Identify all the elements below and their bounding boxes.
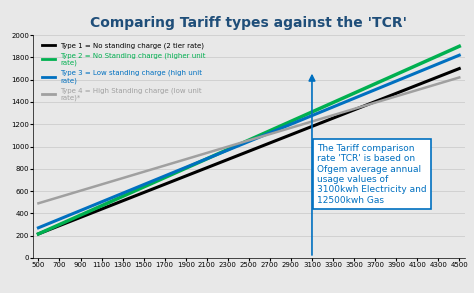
Text: The Tariff comparison
rate 'TCR' is based on
Ofgem average annual
usage values o: The Tariff comparison rate 'TCR' is base…	[317, 144, 427, 205]
Title: Comparing Tariff types against the 'TCR': Comparing Tariff types against the 'TCR'	[91, 16, 407, 30]
Legend: Type 1 = No standing charge (2 tier rate), Type 2 = No Standing charge (higher u: Type 1 = No standing charge (2 tier rate…	[41, 41, 207, 103]
